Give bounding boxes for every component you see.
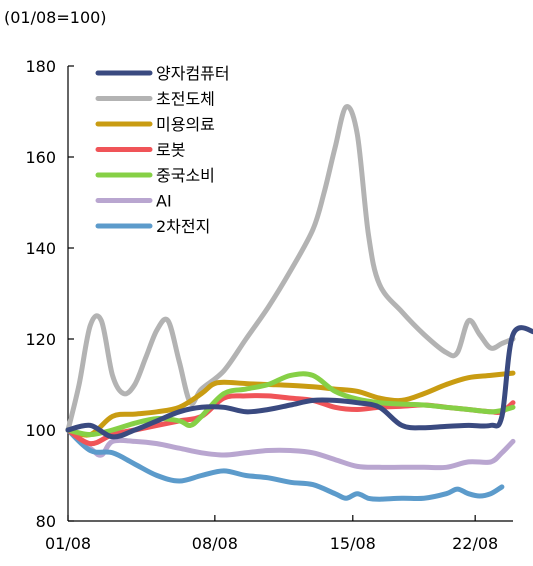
unit-label: (01/08=100): [4, 8, 107, 27]
x-tick-label: 15/08: [330, 534, 376, 553]
series-line-6: [65, 427, 505, 502]
x-tick-label: 22/08: [452, 534, 498, 553]
y-tick-label: 80: [36, 512, 56, 531]
series-line-0: [65, 325, 533, 440]
y-tick-label: 140: [25, 239, 56, 258]
y-axis: 80 100 120 140 160 180: [25, 57, 74, 531]
y-tick-label: 180: [25, 57, 56, 76]
series-line-4: [65, 371, 516, 438]
series-line-5: [65, 427, 516, 471]
legend-label: 2차전지: [156, 217, 210, 236]
y-tick-label: 160: [25, 148, 56, 167]
y-tick-label: 100: [25, 421, 56, 440]
y-tick-label: 120: [25, 330, 56, 349]
series-line-2: [65, 370, 516, 438]
x-tick-label: 01/08: [45, 534, 91, 553]
legend-label: 초전도체: [156, 90, 215, 109]
legend-label: 미용의료: [156, 115, 215, 134]
legend-label: 로봇: [156, 141, 185, 160]
x-tick-label: 08/08: [192, 534, 238, 553]
legend-label: 중국소비: [156, 166, 215, 185]
series-line-1: [65, 104, 516, 433]
legend-label: AI: [156, 192, 172, 211]
legend-label: 양자컴퓨터: [156, 64, 230, 83]
series-lines: [65, 104, 533, 502]
x-axis: 01/08 08/08 15/08 22/08: [45, 515, 513, 553]
